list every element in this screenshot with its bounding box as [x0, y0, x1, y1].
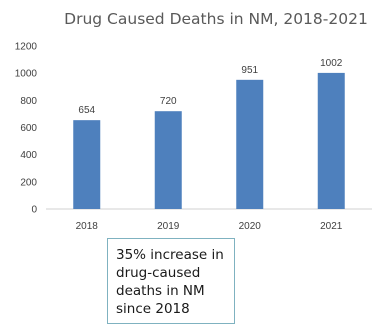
x-axis-tick-labels: 2018 2019 2020 2021: [76, 221, 343, 232]
y-tick-label-2: 400: [20, 150, 37, 161]
bar-2018: [73, 120, 101, 209]
y-axis-tick-labels: 0 200 400 600 800 1000 1200: [15, 42, 38, 216]
y-tick-label-0: 0: [31, 205, 37, 216]
annotation-text: 35% increase in drug-caused deaths in NM…: [116, 247, 224, 317]
data-label-2018: 654: [78, 105, 95, 116]
y-tick-label-6: 1200: [15, 42, 38, 53]
data-label-2020: 951: [241, 65, 258, 76]
chart-title: Drug Caused Deaths in NM, 2018-2021: [64, 10, 368, 28]
data-label-2021: 1002: [320, 58, 343, 69]
x-tick-label-2019: 2019: [157, 221, 180, 232]
bar-2019: [154, 111, 182, 209]
data-label-2019: 720: [160, 96, 177, 107]
bar-2021: [317, 72, 345, 210]
y-tick-label-3: 600: [20, 123, 37, 134]
x-tick-label-2021: 2021: [320, 221, 343, 232]
bar-2020: [236, 79, 264, 209]
bars-group: [73, 72, 345, 210]
y-tick-label-4: 800: [20, 96, 37, 107]
x-tick-label-2020: 2020: [239, 221, 262, 232]
x-tick-label-2018: 2018: [76, 221, 99, 232]
y-tick-label-5: 1000: [15, 69, 38, 80]
annotation-textbox: 35% increase in drug-caused deaths in NM…: [107, 238, 235, 324]
data-labels-group: 654 720 951 1002: [78, 58, 342, 116]
y-tick-label-1: 200: [20, 177, 37, 188]
